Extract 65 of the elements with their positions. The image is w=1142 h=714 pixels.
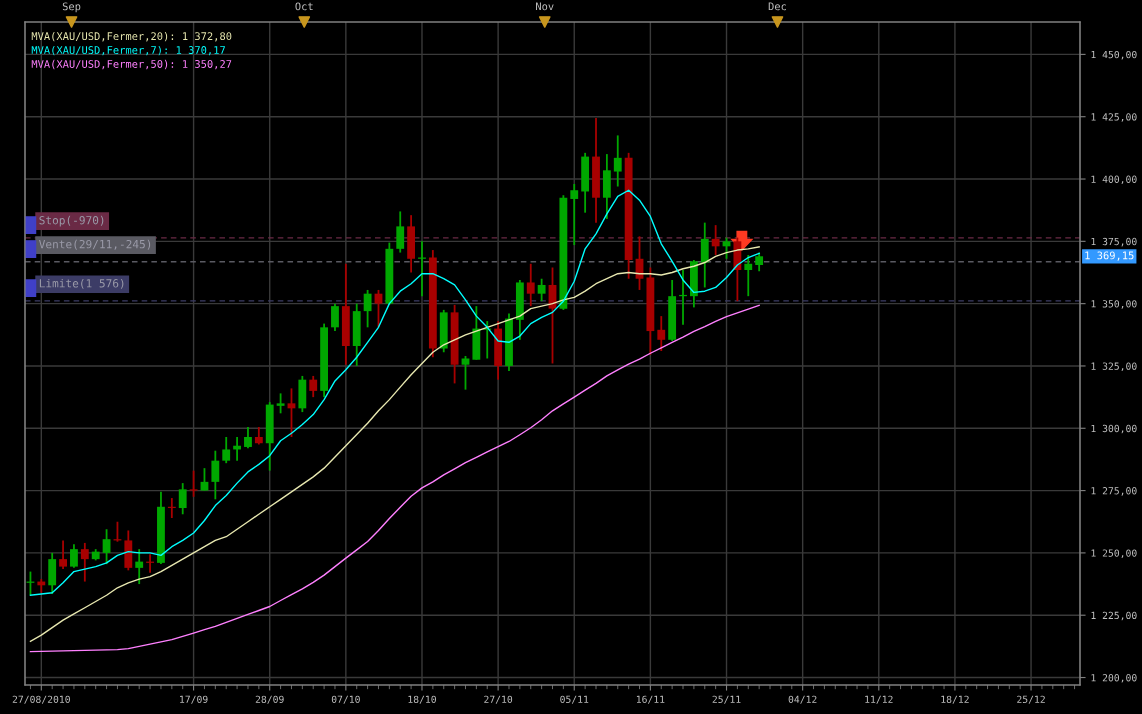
candlestick [80,542,89,583]
text: MVA(XAU/USD,Fermer,7): 1 370,17 [31,45,225,56]
candlestick [287,387,296,438]
y-tick-label: 1 275,00 [1091,487,1137,496]
x2-tick-label: Sep [62,2,81,13]
candlestick [363,289,372,329]
x-tick-label: 27/10 [484,695,513,704]
x-tick-label: 07/10 [331,695,360,704]
candlestick [711,224,720,256]
candlestick [331,302,339,332]
candlestick [461,355,470,391]
x2-tick-label: Dec [768,2,786,11]
candlestick [222,436,231,465]
candlestick [722,236,731,260]
y-tick-label: 1 200,00 [1091,674,1137,683]
x-tick-label: 25/11 [712,695,741,704]
x-tick-label: 16/11 [636,695,665,704]
y-tick-label: 1 400,00 [1091,175,1137,185]
y-tick-label: 1 350,00 [1091,300,1137,309]
x-tick-label: 25/12 [1017,695,1045,704]
candlestick [657,315,666,352]
y-tick-label: 1 450,00 [1091,50,1137,60]
x2-tick-label: Nov [536,2,554,11]
ref-line-label: Limite(1 576) [39,278,124,289]
candlestick [200,467,209,492]
candlestick [396,210,405,254]
candlestick [135,548,144,585]
candlestick [70,543,78,569]
x-tick-label: 18/12 [941,695,969,704]
line-series [29,189,760,596]
y-tick-label: 1 225,00 [1091,611,1137,621]
candlestick [59,539,67,571]
ref-line-label: Vente(29/11,-245) [39,239,151,250]
candlestick [700,221,709,289]
line-series [29,304,760,653]
y-tick-label: 1 325,00 [1091,362,1137,372]
candlestick [526,262,535,308]
y-tick-label: 1 300,00 [1091,424,1137,434]
candlestick [744,254,753,298]
x-tick-label: 04/12 [788,695,817,704]
candlestick [755,251,764,273]
x-tick-label: 18/10 [408,695,436,704]
y-tick-label: 1 425,00 [1091,113,1137,122]
candlestick [309,375,318,399]
candlestick [244,426,252,450]
candlestick [178,482,187,516]
candlestick [374,289,383,329]
x2-tick-label: Oct [295,2,313,11]
text: 1 369,15 [1085,251,1134,261]
candlestick [276,392,285,415]
x-tick-label: 27/08/2010 [12,695,70,704]
y-tick-label: 1 375,00 [1091,237,1137,247]
text: MVA(XAU/USD,Fermer,50): 1 350,27 [31,59,232,70]
x-tick-label: 05/11 [560,695,589,704]
y-tick-label: 1 250,00 [1091,549,1137,558]
candlestick [537,277,546,303]
candlestick [570,183,579,246]
x-tick-label: 28/09 [255,695,284,704]
x-tick-label: 11/12 [865,695,893,704]
x-tick-label: 17/09 [180,695,208,704]
text: MVA(XAU/USD,Fermer,20): 1 372,80 [31,32,232,42]
candlestick [211,449,220,501]
candlestick [189,469,198,498]
candlestick [613,134,622,188]
ref-line-label: Stop(-970) [39,215,104,227]
